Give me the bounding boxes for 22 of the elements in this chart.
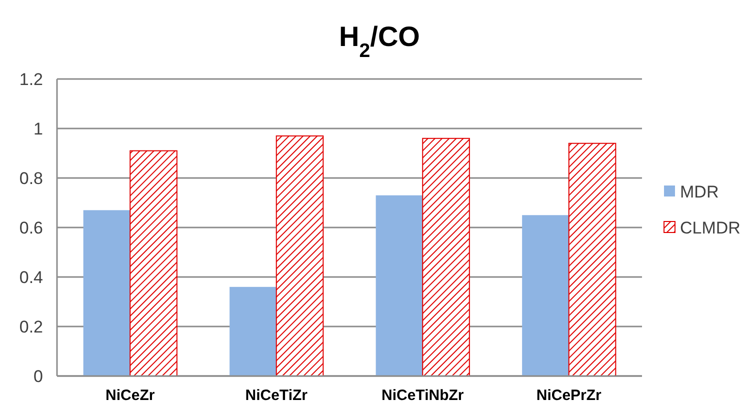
bar [230, 286, 276, 376]
y-tick-label: 0.8 [19, 168, 43, 188]
x-tick-label: NiCeTiZr [245, 387, 308, 404]
bar [83, 210, 130, 376]
y-tick-label: 0.4 [19, 268, 43, 287]
legend-label: MDR [680, 182, 719, 202]
x-tick-label: NiCeZr [106, 387, 155, 404]
bar [130, 150, 178, 376]
bar [376, 195, 423, 376]
bar [422, 138, 470, 376]
bar [568, 142, 616, 376]
y-tick-label: 1 [34, 119, 43, 138]
x-tick-label: NiCePrZr [536, 387, 602, 404]
chart-title: H$_{2}$/CO [339, 21, 420, 62]
y-tick-label: 1.2 [19, 70, 43, 89]
bar [522, 215, 569, 376]
y-tick-label: 0.6 [19, 218, 43, 238]
y-tick-label: 0 [34, 366, 43, 386]
x-tick-label: NiCeTiNbZr [382, 387, 464, 404]
legend-label: CLMDR [680, 218, 740, 238]
y-tick-label: 0.2 [19, 317, 43, 336]
bar [276, 135, 324, 376]
